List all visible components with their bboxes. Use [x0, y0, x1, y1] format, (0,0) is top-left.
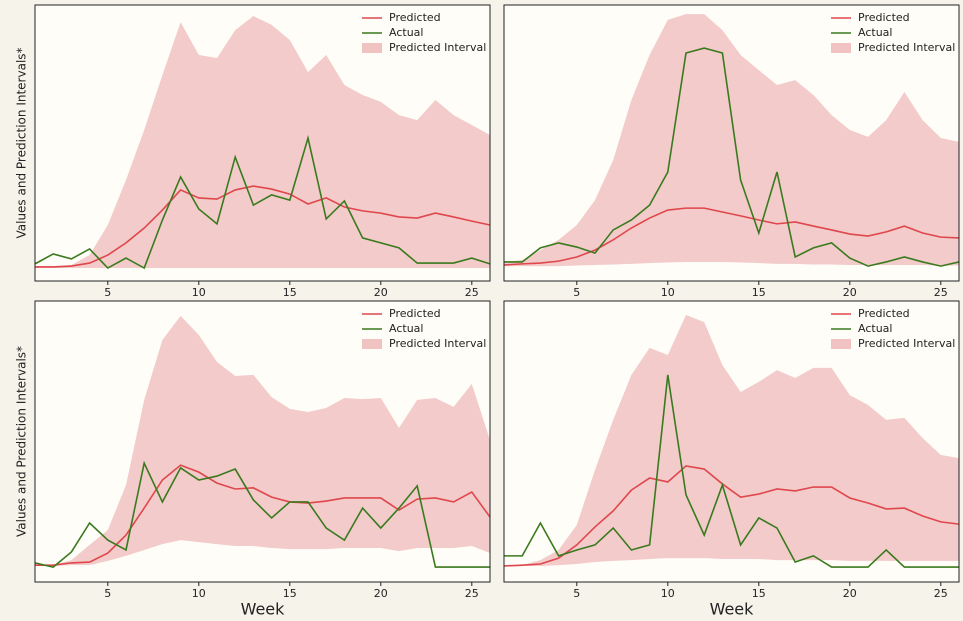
series-line [34, 134, 491, 270]
y-axis-label: Values and Prediction Intervals* [15, 346, 29, 537]
legend-label: Predicted Interval [389, 337, 486, 350]
x-tick-label: 25 [934, 587, 948, 600]
legend-swatch [362, 43, 382, 53]
series-line [504, 47, 960, 267]
legend-label: Predicted [389, 307, 441, 320]
prediction-interval [35, 315, 490, 566]
x-tick-label: 25 [934, 286, 948, 299]
x-tick-label: 15 [752, 587, 766, 600]
series-line [35, 464, 491, 566]
legend-swatch [831, 43, 851, 53]
legend-swatch [831, 339, 851, 349]
legend-label: Predicted Interval [389, 41, 486, 54]
plot-frame [34, 300, 491, 583]
x-tick-label: 15 [752, 286, 766, 299]
legend-label: Actual [389, 322, 423, 335]
series-line [35, 185, 491, 268]
legend-label: Predicted Interval [858, 337, 955, 350]
x-tick-label: 10 [192, 286, 206, 299]
x-tick-label: 10 [192, 587, 206, 600]
plot-frame [503, 4, 960, 282]
series-line [504, 374, 959, 568]
x-tick-label: 5 [573, 286, 580, 299]
subplot: 5 10 15 20 25 Values and Prediction Intervals… [15, 300, 491, 619]
x-tick-label: 20 [843, 286, 857, 299]
prediction-interval [504, 315, 959, 566]
x-tick-label: 10 [661, 286, 675, 299]
x-axis-label: Week [241, 600, 286, 619]
y-axis-label: Values and Prediction Intervals* [15, 47, 29, 238]
prediction-interval [35, 16, 490, 269]
x-tick-label: 5 [104, 587, 111, 600]
legend-label: Actual [389, 26, 423, 39]
x-tick-label: 20 [843, 587, 857, 600]
x-tick-label: 10 [661, 587, 675, 600]
x-tick-label: 15 [283, 286, 297, 299]
x-axis-label: Week [710, 600, 755, 619]
subplot: 5 10 15 20 25 Predicted Actual Predicted Interv… [503, 4, 960, 299]
x-tick-label: 5 [104, 286, 111, 299]
plot-frame [503, 300, 960, 583]
x-tick-label: 25 [465, 286, 479, 299]
subplot: 5 10 15 20 25 Values and Prediction Intervals… [15, 4, 491, 299]
legend-label: Actual [858, 322, 892, 335]
x-tick-label: 20 [374, 587, 388, 600]
series-line [503, 465, 960, 567]
x-tick-label: 5 [573, 587, 580, 600]
legend-label: Predicted [389, 11, 441, 24]
subplot: 5 10 15 20 25 Week Predicted Actual Predicted In… [503, 300, 960, 619]
legend-label: Predicted [858, 307, 910, 320]
x-tick-label: 20 [374, 286, 388, 299]
legend-label: Actual [858, 26, 892, 39]
legend-label: Predicted [858, 11, 910, 24]
series-line [34, 460, 490, 568]
plot-frame [34, 4, 491, 282]
series-line [503, 207, 960, 266]
legend-label: Predicted Interval [858, 41, 955, 54]
legend-swatch [362, 339, 382, 349]
x-tick-label: 15 [283, 587, 297, 600]
prediction-interval [504, 14, 959, 267]
x-tick-label: 25 [465, 587, 479, 600]
